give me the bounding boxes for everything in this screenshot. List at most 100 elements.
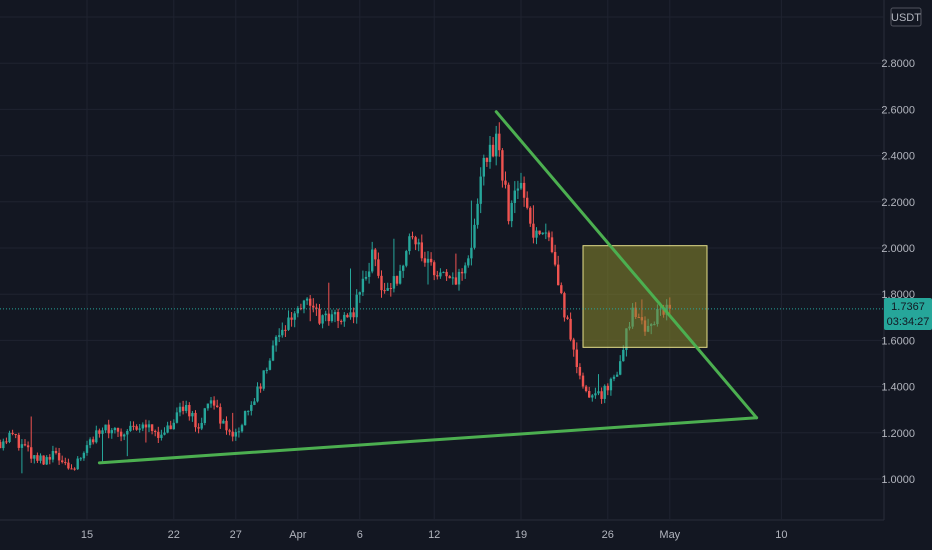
candle-body <box>519 182 523 189</box>
candle-body <box>374 249 377 260</box>
candle-body <box>107 424 110 434</box>
drawing-annotations[interactable] <box>97 110 759 465</box>
candle-body <box>612 376 616 379</box>
candle-body <box>433 262 436 276</box>
candle-body <box>516 188 520 191</box>
candle-body <box>36 455 39 461</box>
candle-body <box>315 307 318 309</box>
time-tick-label: 26 <box>602 529 614 541</box>
candle-body <box>222 420 225 424</box>
candle-body <box>451 277 454 279</box>
candle-body <box>278 335 281 337</box>
candle-body <box>532 223 535 238</box>
candle-body <box>563 293 566 318</box>
candle-body <box>603 385 606 399</box>
candle-body <box>61 460 64 463</box>
candle-body <box>464 265 467 274</box>
candle-body <box>48 457 51 460</box>
time-tick-label: 6 <box>357 529 363 541</box>
candle-body <box>318 308 321 324</box>
price-tick-label: 2.4000 <box>881 151 915 163</box>
candle-body <box>88 439 92 446</box>
time-tick-label: 10 <box>775 529 787 541</box>
zone-rectangle <box>582 245 708 348</box>
candle-body <box>498 133 501 151</box>
price-tick-label: 1.6000 <box>881 335 915 347</box>
candle-body <box>557 264 560 286</box>
candle-body <box>367 271 371 277</box>
candle-body <box>150 424 154 431</box>
candle-body <box>482 157 485 177</box>
candle-body <box>436 275 439 277</box>
candle-body <box>141 424 144 429</box>
candle-body <box>119 431 123 437</box>
price-tick-label: 1.2000 <box>881 428 915 440</box>
time-tick-label: May <box>659 529 680 541</box>
candle-body <box>386 288 389 291</box>
candle-body <box>243 411 247 426</box>
candle-body <box>212 400 216 406</box>
candle-body <box>228 430 231 432</box>
price-axis[interactable]: 32.80002.60002.40002.20002.00001.80001.6… <box>881 12 915 486</box>
candle-body <box>361 278 365 293</box>
trendline <box>494 110 759 420</box>
candle-body <box>426 258 430 263</box>
candle-body <box>85 445 89 453</box>
candle-body <box>172 422 175 430</box>
candle-body <box>253 401 256 405</box>
candle-body <box>445 271 448 277</box>
price-tick-label: 1.4000 <box>881 382 915 394</box>
candle-body <box>135 426 138 430</box>
candle-body <box>33 455 36 459</box>
candle-body <box>5 441 8 443</box>
time-tick-label: 19 <box>515 529 527 541</box>
candle-body <box>510 202 513 222</box>
candle-body <box>584 386 588 392</box>
candle-body <box>250 404 253 411</box>
candle-body <box>259 386 262 389</box>
candle-body <box>402 265 405 271</box>
currency-badge[interactable]: USDT <box>890 7 922 27</box>
candle-body <box>457 271 461 285</box>
candle-body <box>389 288 392 290</box>
candle-body <box>110 430 113 434</box>
candle-body <box>175 412 179 423</box>
candle-body <box>0 442 2 449</box>
candle-body <box>216 405 219 408</box>
candle-body <box>113 427 117 431</box>
trendline <box>97 416 759 465</box>
candle-body <box>284 329 287 331</box>
candle-body <box>420 242 423 259</box>
candle-body <box>309 298 312 306</box>
time-axis[interactable]: 15 22 27 Apr 6 12 19 26 May 10 <box>81 529 788 541</box>
last-price-value: 1.7367 <box>891 301 925 313</box>
candle-body <box>569 318 572 340</box>
candle-body <box>305 298 309 301</box>
candle-body <box>14 433 17 435</box>
candle-body <box>64 462 67 464</box>
candle-body <box>371 249 374 272</box>
candle-body <box>8 432 11 443</box>
candle-body <box>336 312 340 321</box>
candle-body <box>296 308 299 314</box>
grid-lines <box>0 0 885 521</box>
candle-body <box>312 305 315 308</box>
candle-body <box>2 441 5 449</box>
candle-body <box>73 468 76 470</box>
candle-body <box>98 430 101 434</box>
candle-body <box>144 424 148 428</box>
candle-body <box>132 425 135 427</box>
candle-body <box>163 432 166 435</box>
candle-body <box>95 430 98 443</box>
candle-body <box>383 290 386 292</box>
countdown-timer: 03:34:27 <box>887 316 930 328</box>
candle-body <box>392 276 396 289</box>
candle-body <box>448 276 451 279</box>
candle-body <box>597 391 600 394</box>
candle-body <box>507 184 510 222</box>
candle-body <box>67 462 70 469</box>
time-tick-label: 27 <box>230 529 242 541</box>
candle-body <box>287 317 290 330</box>
candle-body <box>138 428 141 430</box>
